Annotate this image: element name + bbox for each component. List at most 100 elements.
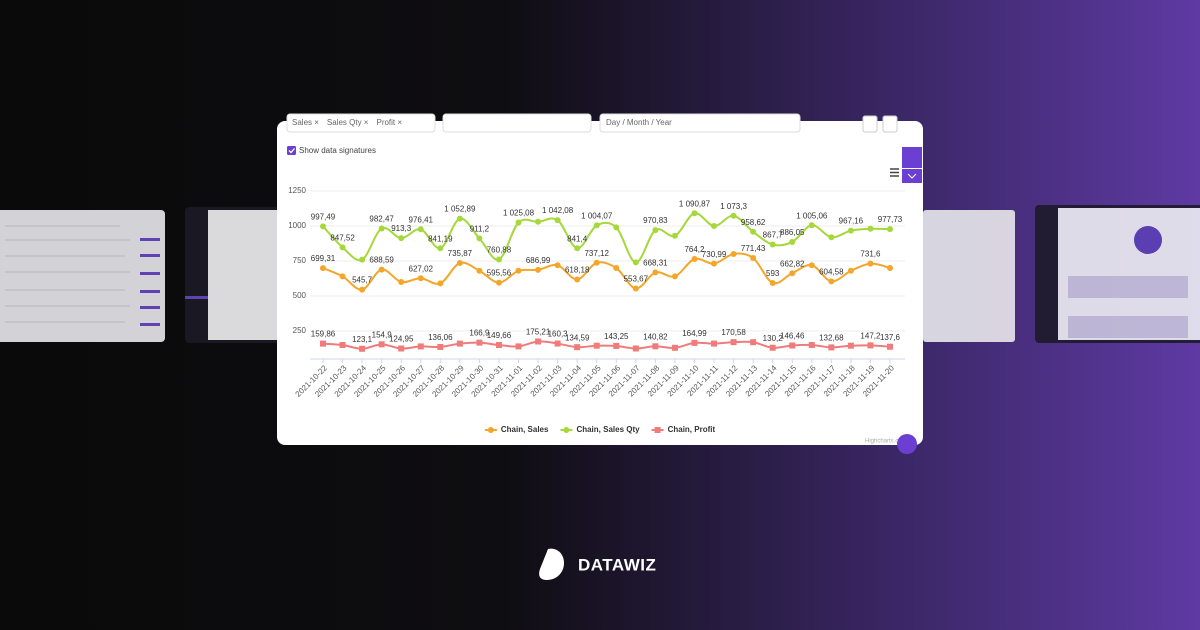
period-box[interactable] <box>599 113 801 133</box>
data-point <box>554 217 561 224</box>
data-label: 123,1 <box>352 335 373 344</box>
data-label: 154,9 <box>372 330 393 339</box>
data-point <box>339 342 346 348</box>
data-label: 737,12 <box>584 249 609 258</box>
filter-box[interactable] <box>286 113 436 133</box>
data-point <box>613 224 620 231</box>
data-label: 847,52 <box>330 233 355 242</box>
data-label: 688,59 <box>369 256 394 265</box>
chart-type-btn[interactable] <box>882 115 898 133</box>
credit: Highcharts.com <box>865 439 907 445</box>
data-point <box>632 285 639 292</box>
data-point <box>574 276 581 283</box>
data-point <box>887 265 893 271</box>
data-point <box>730 251 737 257</box>
data-point <box>828 234 835 241</box>
data-point <box>671 273 678 280</box>
data-point <box>593 259 600 266</box>
data-label: 1 004,07 <box>581 212 613 221</box>
data-point <box>613 265 620 271</box>
legend-label: Chain, Sales Qty <box>576 425 640 434</box>
data-point <box>515 343 522 350</box>
data-point <box>808 262 815 269</box>
data-label: 841,4 <box>567 234 588 243</box>
data-point <box>789 342 796 349</box>
data-point <box>769 241 776 248</box>
data-point <box>750 228 757 235</box>
data-label: 867,7 <box>763 231 784 240</box>
data-label: 140,82 <box>643 332 668 341</box>
data-point <box>574 344 581 351</box>
data-point <box>476 267 483 274</box>
data-label: 886,05 <box>780 228 805 237</box>
data-point <box>750 339 757 346</box>
data-point <box>593 342 600 349</box>
data-label: 124,95 <box>389 335 414 344</box>
data-point <box>378 266 385 273</box>
data-label: 1 073,3 <box>720 202 747 211</box>
data-label: 1 052,89 <box>444 205 476 214</box>
data-point <box>808 342 815 348</box>
filter-tag[interactable]: Profit × <box>376 118 402 127</box>
data-point <box>515 219 522 226</box>
data-point <box>535 338 542 345</box>
data-point <box>730 212 737 219</box>
data-point <box>456 259 463 266</box>
data-label: 604,58 <box>819 267 844 276</box>
data-label: 164,99 <box>682 329 707 338</box>
data-point <box>847 342 854 349</box>
data-label: 134,59 <box>565 333 590 342</box>
data-point <box>828 278 835 285</box>
legend-marker <box>654 427 661 433</box>
data-point <box>456 215 463 222</box>
select-box[interactable] <box>442 113 592 133</box>
data-point <box>867 342 874 349</box>
period-select[interactable]: Day / Month / Year <box>606 118 672 127</box>
y-tick-label: 250 <box>293 326 307 335</box>
data-label: 735,87 <box>448 249 473 258</box>
data-point <box>554 340 561 347</box>
data-point <box>730 339 737 346</box>
data-point <box>632 345 639 352</box>
data-label: 146,46 <box>780 332 805 341</box>
data-label: 913,3 <box>391 224 412 233</box>
data-label: 1 025,08 <box>503 209 535 218</box>
chat-button[interactable] <box>897 434 917 454</box>
filter-tag[interactable]: Sales × <box>292 118 319 127</box>
data-point <box>398 235 405 242</box>
data-point <box>437 343 444 350</box>
checkbox-label[interactable]: Show data signatures <box>299 146 376 155</box>
data-label: 730,99 <box>702 250 727 259</box>
data-point <box>652 343 659 350</box>
legend: Chain, Sales Chain, Sales Qty Chain, Profi… <box>484 425 715 434</box>
data-point <box>789 270 796 277</box>
data-label: 1 090,87 <box>679 199 711 208</box>
data-label: 132,68 <box>819 334 844 343</box>
brand-name: DATAWIZ <box>578 555 656 574</box>
brand-logo <box>539 548 564 580</box>
side-button[interactable] <box>902 169 922 183</box>
data-label: 553,67 <box>624 275 649 284</box>
data-point <box>652 269 659 276</box>
filter-tag[interactable]: Sales Qty × <box>327 118 369 127</box>
data-point <box>378 341 385 348</box>
data-label: 686,99 <box>526 256 551 265</box>
data-label: 175,21 <box>526 328 551 337</box>
data-label: 976,41 <box>409 215 434 224</box>
data-point <box>867 225 874 232</box>
chart-type-btn[interactable] <box>862 115 878 133</box>
data-label: 982,47 <box>369 215 394 224</box>
data-point <box>671 344 678 351</box>
data-point <box>359 256 366 263</box>
data-point <box>339 273 346 280</box>
data-point <box>437 245 444 252</box>
data-label: 668,31 <box>643 259 668 268</box>
data-point <box>320 340 326 347</box>
checkbox[interactable] <box>287 146 296 155</box>
data-point <box>535 266 542 273</box>
data-label: 997,49 <box>311 212 336 221</box>
side-button[interactable] <box>902 147 922 168</box>
data-point <box>847 227 854 234</box>
data-point <box>456 340 463 347</box>
